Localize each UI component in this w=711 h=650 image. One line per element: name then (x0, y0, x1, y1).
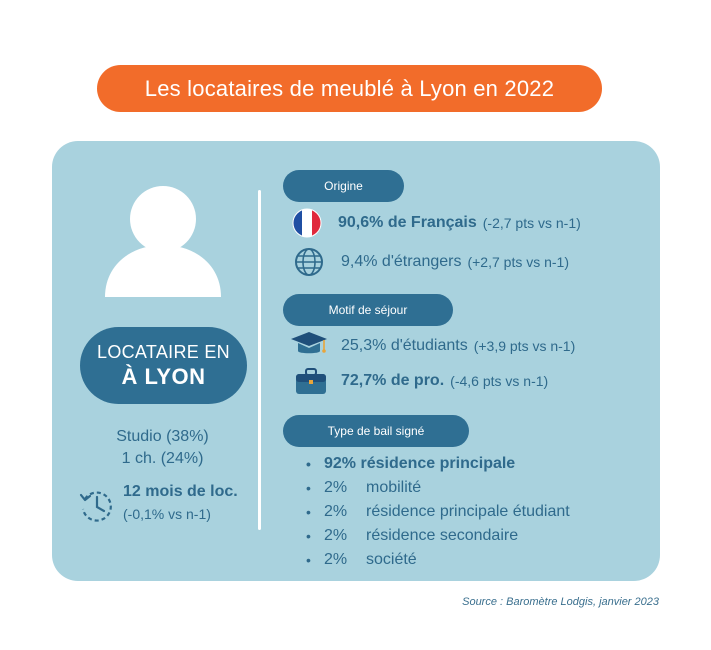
origin-french-value: 90,6% de Français (338, 214, 477, 231)
origin-french-row: 90,6% de Français (-2,7 pts vs n-1) (292, 208, 581, 238)
person-silhouette-icon (105, 186, 221, 297)
lease-type-pct: 2% (324, 527, 348, 544)
list-item: • 2% résidence principale étudiant (306, 500, 570, 524)
origin-foreign-delta: (+2,7 pts vs n-1) (467, 254, 570, 270)
locataire-badge-line1: LOCATAIRE EN (97, 341, 230, 362)
housing-type-stats: Studio (38%) 1 ch. (24%) (80, 426, 245, 470)
page-title: Les locataires de meublé à Lyon en 2022 (144, 75, 555, 101)
bullet-icon: • (306, 504, 311, 520)
lease-type-label: résidence principale étudiant (366, 503, 570, 520)
purpose-students-row: 25,3% d'étudiants (+3,9 pts vs n-1) (291, 332, 576, 357)
locataire-badge-line2: À LYON (121, 363, 206, 389)
lease-type-list: • 92% résidence principale • 2% mobilité… (306, 452, 570, 572)
source-caption: Source : Baromètre Lodgis, janvier 2023 (462, 596, 659, 608)
section-bail: Type de bail signé (283, 415, 469, 447)
section-origine-label: Origine (324, 179, 363, 193)
lease-duration: 12 mois de loc. (123, 483, 238, 500)
one-bedroom-stat: 1 ch. (24%) (121, 450, 204, 467)
lease-type-pct: 2% (324, 503, 348, 520)
list-item: • 2% mobilité (306, 476, 570, 500)
briefcase-icon (296, 368, 326, 394)
purpose-students-delta: (+3,9 pts vs n-1) (473, 338, 576, 354)
origin-french-delta: (-2,7 pts vs n-1) (482, 215, 581, 231)
origin-foreign-value: 9,4% d'étrangers (341, 253, 462, 270)
purpose-pro-row: 72,7% de pro. (-4,6 pts vs n-1) (296, 368, 549, 394)
purpose-pro-delta: (-4,6 pts vs n-1) (450, 373, 549, 389)
france-flag-icon (292, 208, 322, 238)
purpose-pro-value: 72,7% de pro. (341, 372, 445, 389)
lease-type-pct: 2% (324, 479, 348, 496)
bullet-icon: • (306, 480, 311, 496)
lease-type-main: 92% résidence principale (324, 455, 516, 472)
graduation-cap-icon (291, 332, 327, 354)
list-item: • 2% résidence secondaire (306, 524, 570, 548)
lease-type-pct: 2% (324, 551, 348, 568)
lease-type-label: résidence secondaire (366, 527, 519, 544)
title-banner: Les locataires de meublé à Lyon en 2022 (97, 65, 602, 112)
section-origine: Origine (283, 170, 404, 202)
lease-type-label: mobilité (366, 479, 422, 496)
bullet-icon: • (306, 528, 311, 544)
column-divider (258, 190, 261, 530)
purpose-students-value: 25,3% d'étudiants (341, 337, 468, 354)
bullet-icon: • (306, 552, 311, 568)
globe-icon (295, 248, 323, 276)
section-bail-label: Type de bail signé (327, 424, 425, 438)
section-motif: Motif de séjour (283, 294, 453, 326)
lease-duration-delta: (-0,1% vs n-1) (123, 506, 211, 522)
list-item: • 92% résidence principale (306, 452, 570, 476)
lease-type-label: société (366, 551, 417, 568)
clock-history-icon (79, 491, 112, 522)
bullet-icon: • (306, 456, 311, 472)
studio-stat: Studio (38%) (116, 428, 209, 445)
origin-foreign-row: 9,4% d'étrangers (+2,7 pts vs n-1) (295, 248, 570, 276)
list-item: • 2% société (306, 548, 570, 572)
section-motif-label: Motif de séjour (328, 303, 408, 317)
locataire-badge: LOCATAIRE EN À LYON (80, 327, 247, 404)
